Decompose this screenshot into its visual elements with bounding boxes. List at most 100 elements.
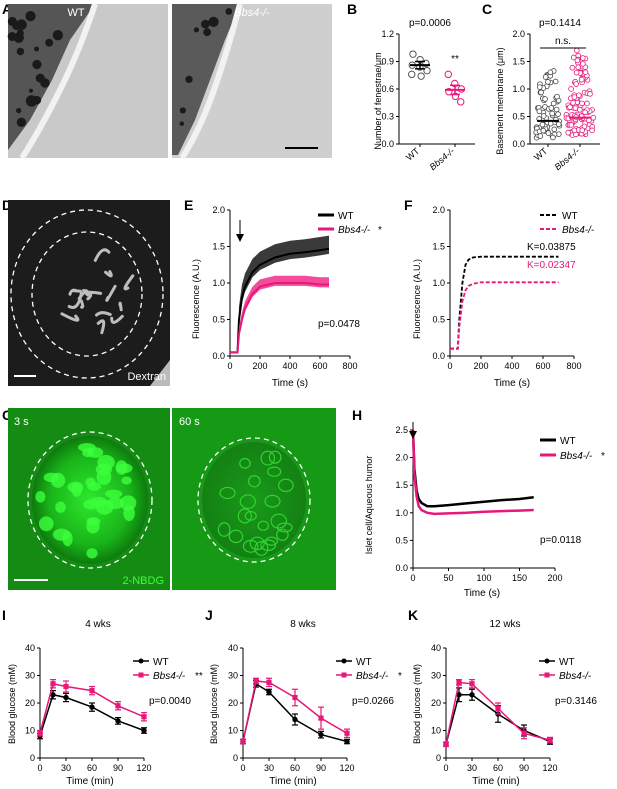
- legend-label-wt-k: WT: [559, 657, 575, 668]
- x-tick-label-e: 600: [312, 361, 327, 371]
- secretory-granule: [34, 46, 40, 52]
- y-tick-label-i: 40: [25, 643, 35, 653]
- secretory-granule: [208, 16, 219, 27]
- x-tick-label-h: 100: [476, 573, 491, 583]
- sig-c: n.s.: [555, 36, 571, 47]
- dextran-vessels: [60, 248, 135, 335]
- data-point-bbs4-c: [589, 127, 595, 134]
- ylabel-f: Fluorescence (A.U.): [412, 259, 422, 339]
- series-line-wt-e: [230, 247, 330, 354]
- capillary-segment: [93, 248, 111, 262]
- x-tick-label-i: 60: [87, 763, 97, 773]
- time-label-60s: 60 s: [179, 416, 200, 428]
- series-line-bbs4-h: [411, 429, 534, 516]
- legend-star-j: *: [398, 671, 402, 682]
- plot-i: [37, 679, 147, 740]
- data-point-bbs4-k: [443, 741, 449, 747]
- x-tick-label-e: 0: [227, 361, 232, 371]
- legend-label-ko-h: Bbs4-/-: [560, 451, 593, 462]
- legend-label-ko-f: Bbs4-/-: [562, 225, 595, 236]
- data-point-wt-c: [550, 134, 556, 141]
- xlabel-j: Time (min): [269, 776, 316, 787]
- islet-ring-60s: [197, 437, 311, 563]
- data-point-bbs4-c: [573, 69, 580, 76]
- data-point-bbs4-c: [590, 114, 597, 121]
- data-point-wt-c: [537, 133, 544, 139]
- axes-e: 0.0 0.5 1.0 1.5 2.0 0 200 400 600 800: [212, 205, 357, 371]
- data-point-bbs4-c: [565, 129, 572, 136]
- axes-k: 0 10 20 30 40 0 30 60 90 120: [431, 643, 558, 773]
- series-line-wt-h: [411, 429, 534, 508]
- bright-cell: [104, 489, 123, 499]
- legend-label-wt-j: WT: [356, 657, 372, 668]
- x-tick-label-j: 90: [316, 763, 326, 773]
- data-point-wt-k: [456, 692, 462, 698]
- plot-h: [411, 429, 534, 516]
- x-tick-label-k: 120: [542, 763, 557, 773]
- data-point-wt-c: [555, 111, 561, 117]
- panel-letter-k: K: [408, 607, 418, 623]
- x-category-label-b: WT: [404, 146, 422, 163]
- capillary-segment: [123, 274, 135, 291]
- data-point-wt-j: [266, 689, 272, 695]
- y-tick-label-h: 2.0: [395, 453, 408, 463]
- bright-cell: [96, 469, 112, 485]
- cell-outline: [219, 486, 236, 500]
- legend-label-wt-f: WT: [562, 211, 578, 222]
- data-point-bbs4-i: [115, 703, 121, 709]
- data-point-bbs4-b: [457, 98, 465, 106]
- bright-cell: [50, 472, 66, 488]
- time-label-3s: 3 s: [14, 416, 29, 428]
- y-tick-label-f: 1.5: [432, 242, 445, 252]
- secretory-granule: [16, 19, 27, 31]
- injection-arrowhead-e: [236, 234, 244, 242]
- cell-outline: [249, 536, 265, 551]
- pvalue-i: p=0.0040: [149, 696, 191, 707]
- data-point-wt-c: [553, 106, 560, 113]
- series-line-bbs4-j: [242, 680, 348, 742]
- data-point-bbs4-k: [495, 705, 501, 712]
- cell-outline: [268, 450, 282, 464]
- panel-letter-j: J: [205, 607, 213, 623]
- cell-outline: [270, 513, 288, 529]
- pvalue-j: p=0.0266: [352, 696, 394, 707]
- x-tick-label-e: 200: [252, 361, 267, 371]
- panel-j: J 8 wks Blood glucose (mM) Time (min) 0 1…: [205, 607, 402, 787]
- data-point-wt-i: [89, 704, 95, 710]
- y-tick-label-b: 0.3: [381, 112, 394, 122]
- y-tick-label-b: 0.6: [381, 84, 394, 94]
- noise-band-bbs4-e: [230, 275, 329, 353]
- data-point-wt-c: [550, 100, 557, 107]
- panel-d: D Dextran: [2, 197, 170, 386]
- panel-letter-e: E: [184, 197, 193, 213]
- data-point-wt-c: [542, 96, 548, 102]
- x-tick-label-f: 600: [535, 361, 550, 371]
- x-tick-label-j: 30: [264, 763, 274, 773]
- legend-label-ko-i: Bbs4-/-: [153, 671, 186, 682]
- ylabel-j: Blood glucose (mM): [209, 664, 219, 744]
- data-point-wt-i: [63, 694, 69, 701]
- legend-label-wt-i: WT: [153, 657, 169, 668]
- data-point-wt-j: [292, 716, 298, 723]
- y-tick-label-i: 10: [25, 726, 35, 736]
- panel-letter-d: D: [2, 197, 12, 213]
- legend-label-wt-e: WT: [338, 211, 354, 222]
- plot-k: [443, 679, 553, 748]
- data-point-bbs4-c: [577, 106, 583, 113]
- y-tick-label-i: 0: [30, 753, 35, 763]
- y-tick-label-c: 0.5: [512, 112, 525, 122]
- data-point-wt-c: [555, 121, 562, 128]
- legend-label-ko-k: Bbs4-/-: [559, 671, 592, 682]
- plot-f: [450, 255, 559, 350]
- xlabel-h: Time (s): [464, 588, 500, 599]
- y-tick-label-c: 2.0: [512, 29, 525, 39]
- data-point-bbs4-b: [444, 70, 452, 79]
- y-tick-label-e: 1.5: [212, 242, 225, 252]
- capillary-segment: [77, 289, 88, 300]
- bright-cell: [35, 490, 46, 503]
- secretory-granule: [16, 107, 22, 114]
- legend-star-i: **: [195, 671, 203, 682]
- data-point-bbs4-i: [141, 714, 147, 720]
- bright-cell: [121, 476, 132, 485]
